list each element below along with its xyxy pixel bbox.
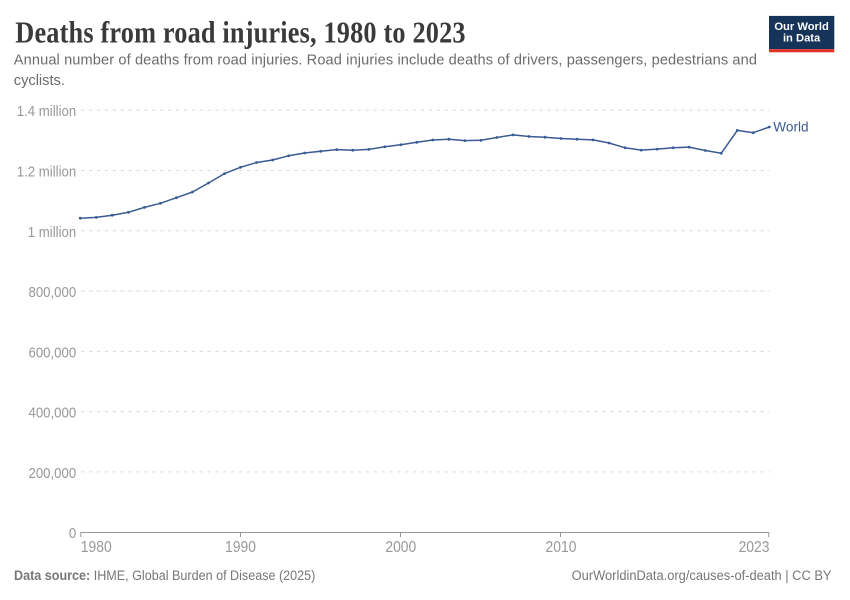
svg-text:1 million: 1 million	[28, 223, 76, 240]
svg-text:1.4 million: 1.4 million	[17, 103, 76, 120]
svg-text:1980: 1980	[81, 539, 112, 556]
svg-text:1990: 1990	[225, 539, 256, 556]
svg-text:cyclists.: cyclists.	[14, 73, 65, 89]
svg-text:600,000: 600,000	[29, 344, 77, 361]
svg-text:800,000: 800,000	[29, 284, 77, 301]
svg-text:200,000: 200,000	[29, 464, 77, 481]
svg-text:in Data: in Data	[783, 32, 821, 44]
svg-text:2010: 2010	[546, 539, 577, 556]
svg-text:Annual number of deaths from r: Annual number of deaths from road injuri…	[14, 52, 757, 68]
svg-text:OurWorldinData.org/causes-of-d: OurWorldinData.org/causes-of-death | CC …	[572, 567, 832, 583]
svg-text:Deaths from road injuries, 198: Deaths from road injuries, 1980 to 2023	[15, 17, 465, 50]
svg-text:Data source: IHME, Global Burd: Data source: IHME, Global Burden of Dise…	[14, 567, 315, 583]
svg-text:2023: 2023	[739, 539, 770, 556]
svg-text:2000: 2000	[385, 539, 416, 556]
svg-text:Our World: Our World	[774, 21, 829, 33]
svg-text:400,000: 400,000	[29, 404, 77, 421]
svg-text:World: World	[773, 120, 808, 135]
svg-text:1.2 million: 1.2 million	[17, 163, 76, 180]
svg-text:0: 0	[69, 525, 77, 542]
